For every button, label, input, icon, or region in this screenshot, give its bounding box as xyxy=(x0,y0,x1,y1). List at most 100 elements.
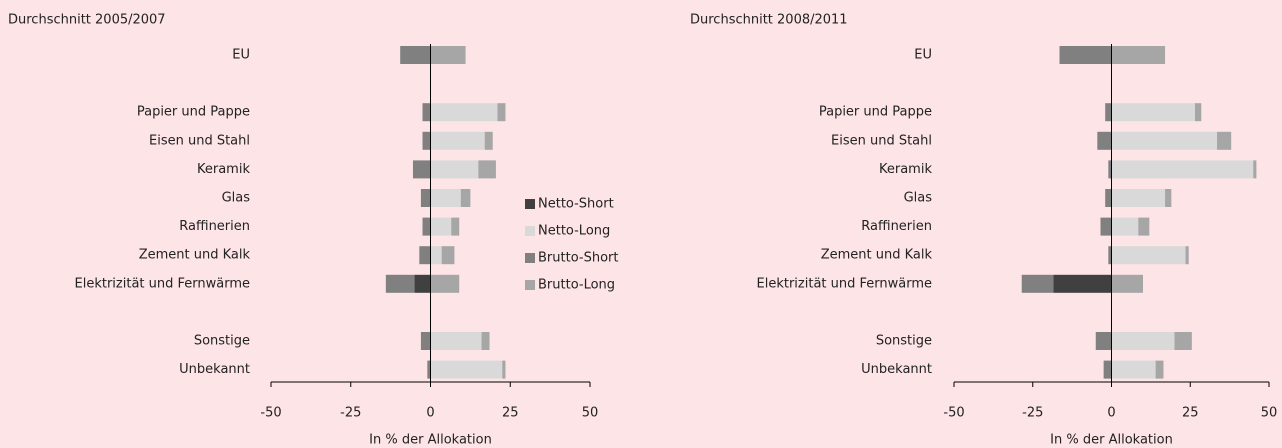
bar xyxy=(1111,160,1254,179)
legend-label: Netto-Long xyxy=(538,224,610,239)
y-tick-label: Raffinerien xyxy=(861,219,932,234)
y-tick-label: Papier und Pappe xyxy=(819,105,932,120)
x-tick-label: -25 xyxy=(1022,406,1043,421)
chart-title: Durchschnitt 2008/2011 xyxy=(690,13,848,28)
y-tick-label: Keramik xyxy=(879,162,932,177)
bar xyxy=(1108,246,1112,265)
x-tick-label: 25 xyxy=(1182,406,1199,421)
bar xyxy=(419,246,431,265)
bar xyxy=(484,131,493,150)
x-tick-label: 25 xyxy=(502,406,519,421)
bar xyxy=(414,274,431,293)
bar xyxy=(1100,217,1112,236)
bar xyxy=(451,217,460,236)
bar xyxy=(422,217,431,236)
x-tick-label: -50 xyxy=(943,406,964,421)
x-tick-label: 0 xyxy=(426,406,434,421)
bar xyxy=(427,360,431,379)
bar xyxy=(1155,360,1164,379)
y-tick-label: EU xyxy=(914,48,932,63)
bar xyxy=(1103,360,1112,379)
y-tick-label: Glas xyxy=(222,191,251,206)
bar xyxy=(1105,103,1112,122)
bar xyxy=(478,160,496,179)
legend-swatch xyxy=(525,253,535,263)
legend-label: Brutto-Short xyxy=(538,251,618,266)
x-axis-label: In % der Allokation xyxy=(1050,433,1173,448)
y-tick-label: Sonstige xyxy=(876,334,932,349)
y-tick-label: Zement und Kalk xyxy=(821,248,933,263)
bar xyxy=(1138,217,1150,236)
chart-title: Durchschnitt 2005/2007 xyxy=(8,13,166,28)
bar xyxy=(441,246,455,265)
legend-label: Netto-Short xyxy=(538,197,614,212)
bar xyxy=(1165,189,1172,207)
bar xyxy=(1021,274,1054,293)
bar xyxy=(1111,103,1195,122)
y-tick-label: Eisen und Stahl xyxy=(149,133,250,148)
bar xyxy=(430,246,442,265)
bar xyxy=(1111,274,1143,293)
bar xyxy=(422,131,431,150)
bar xyxy=(1059,46,1112,64)
bar xyxy=(481,332,490,350)
bar xyxy=(430,274,460,293)
bar xyxy=(1194,103,1202,122)
bar xyxy=(430,103,498,122)
bar xyxy=(430,360,503,379)
y-tick-label: Glas xyxy=(904,191,933,206)
x-axis-label: In % der Allokation xyxy=(369,433,492,448)
y-tick-label: Sonstige xyxy=(194,334,250,349)
y-tick-label: Elektrizität und Fernwärme xyxy=(757,276,933,291)
bar xyxy=(1217,131,1232,150)
bar xyxy=(1097,131,1112,150)
x-tick-label: -50 xyxy=(260,406,281,421)
bar xyxy=(430,217,452,236)
bar xyxy=(1111,360,1156,379)
y-tick-label: EU xyxy=(232,48,250,63)
bar xyxy=(430,160,479,179)
bar xyxy=(430,332,482,350)
bar xyxy=(412,160,431,179)
bar xyxy=(1111,46,1166,64)
y-tick-label: Raffinerien xyxy=(179,219,250,234)
bar xyxy=(420,189,431,207)
bar xyxy=(1095,332,1112,350)
x-tick-label: 50 xyxy=(582,406,599,421)
x-tick-label: 0 xyxy=(1107,406,1115,421)
bar xyxy=(502,360,506,379)
legend-swatch xyxy=(525,226,535,236)
y-tick-label: Keramik xyxy=(197,162,250,177)
y-tick-label: Papier und Pappe xyxy=(137,105,250,120)
bar xyxy=(430,189,461,207)
bar xyxy=(430,131,485,150)
x-tick-label: -25 xyxy=(340,406,361,421)
bar xyxy=(430,46,466,64)
y-tick-label: Unbekannt xyxy=(861,362,932,377)
legend-swatch xyxy=(525,199,535,209)
y-tick-label: Zement und Kalk xyxy=(139,248,251,263)
bar xyxy=(1111,246,1186,265)
bar xyxy=(1253,160,1257,179)
bar xyxy=(385,274,415,293)
bar xyxy=(422,103,431,122)
bar xyxy=(420,332,431,350)
bar xyxy=(497,103,506,122)
bar xyxy=(400,46,431,64)
bar xyxy=(1053,274,1112,293)
legend-label: Brutto-Long xyxy=(538,278,615,293)
bar xyxy=(1111,131,1218,150)
bar xyxy=(1111,189,1166,207)
bar xyxy=(1108,160,1112,179)
x-tick-label: 50 xyxy=(1261,406,1278,421)
y-tick-label: Unbekannt xyxy=(179,362,250,377)
bar xyxy=(1105,189,1112,207)
bar xyxy=(1185,246,1189,265)
y-tick-label: Elektrizität und Fernwärme xyxy=(75,276,251,291)
legend-swatch xyxy=(525,280,535,290)
bar xyxy=(460,189,471,207)
bar xyxy=(1111,217,1139,236)
bar xyxy=(1111,332,1175,350)
bar xyxy=(1174,332,1192,350)
